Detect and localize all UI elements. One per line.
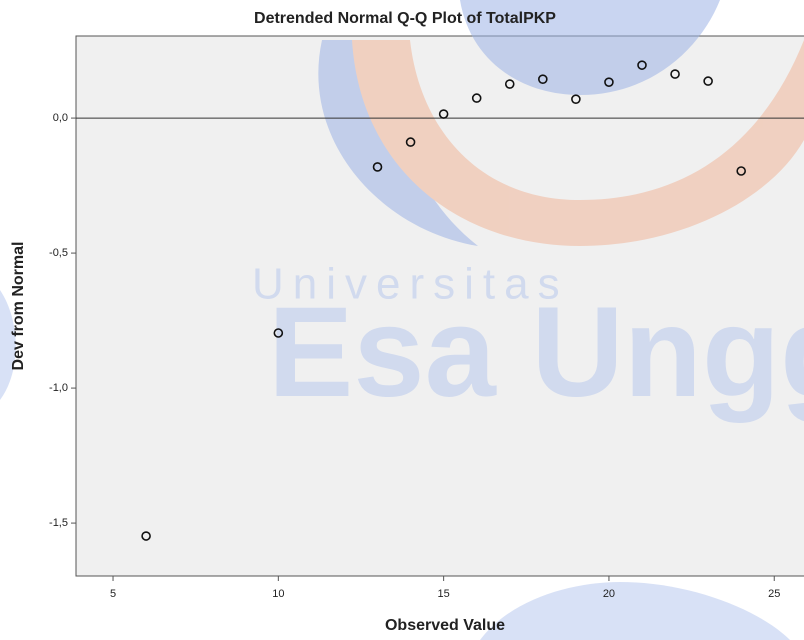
- y-tick-label: -0,5: [49, 247, 68, 259]
- watermark-line2: Esa Unggul: [268, 281, 804, 424]
- point: [604, 77, 614, 87]
- point: [736, 166, 746, 176]
- plot-area: [75, 35, 804, 577]
- point: [405, 137, 416, 147]
- point: [372, 162, 383, 172]
- y-tick-label: 0,0: [53, 112, 68, 124]
- point: [471, 93, 482, 103]
- x-tick-label: 10: [272, 588, 284, 600]
- point: [273, 328, 284, 338]
- point: [670, 69, 680, 79]
- chart-title: Detrended Normal Q-Q Plot of TotalPKP: [254, 10, 556, 27]
- x-tick-label: 5: [110, 588, 116, 600]
- point: [538, 74, 548, 84]
- x-tick-label: 20: [603, 588, 615, 600]
- x-tick-label: 15: [438, 588, 450, 600]
- x-axis-label: Observed Value: [385, 617, 505, 634]
- logo-blue-left: [0, 290, 16, 400]
- point: [141, 531, 151, 541]
- point: [637, 60, 647, 70]
- y-axis-label: Dev from Normal: [10, 242, 27, 371]
- logo-blue-bottom: [480, 582, 790, 640]
- point: [438, 109, 449, 119]
- logo-blue-top: [460, 0, 720, 95]
- y-tick-label: -1,0: [49, 382, 68, 394]
- point: [703, 76, 713, 86]
- point: [504, 79, 515, 89]
- watermark-line1: Universitas: [252, 260, 569, 309]
- x-tick-label: 25: [768, 588, 780, 600]
- logo-orange-arc: [352, 40, 804, 246]
- point: [571, 94, 581, 104]
- y-tick-label: -1,5: [49, 517, 68, 529]
